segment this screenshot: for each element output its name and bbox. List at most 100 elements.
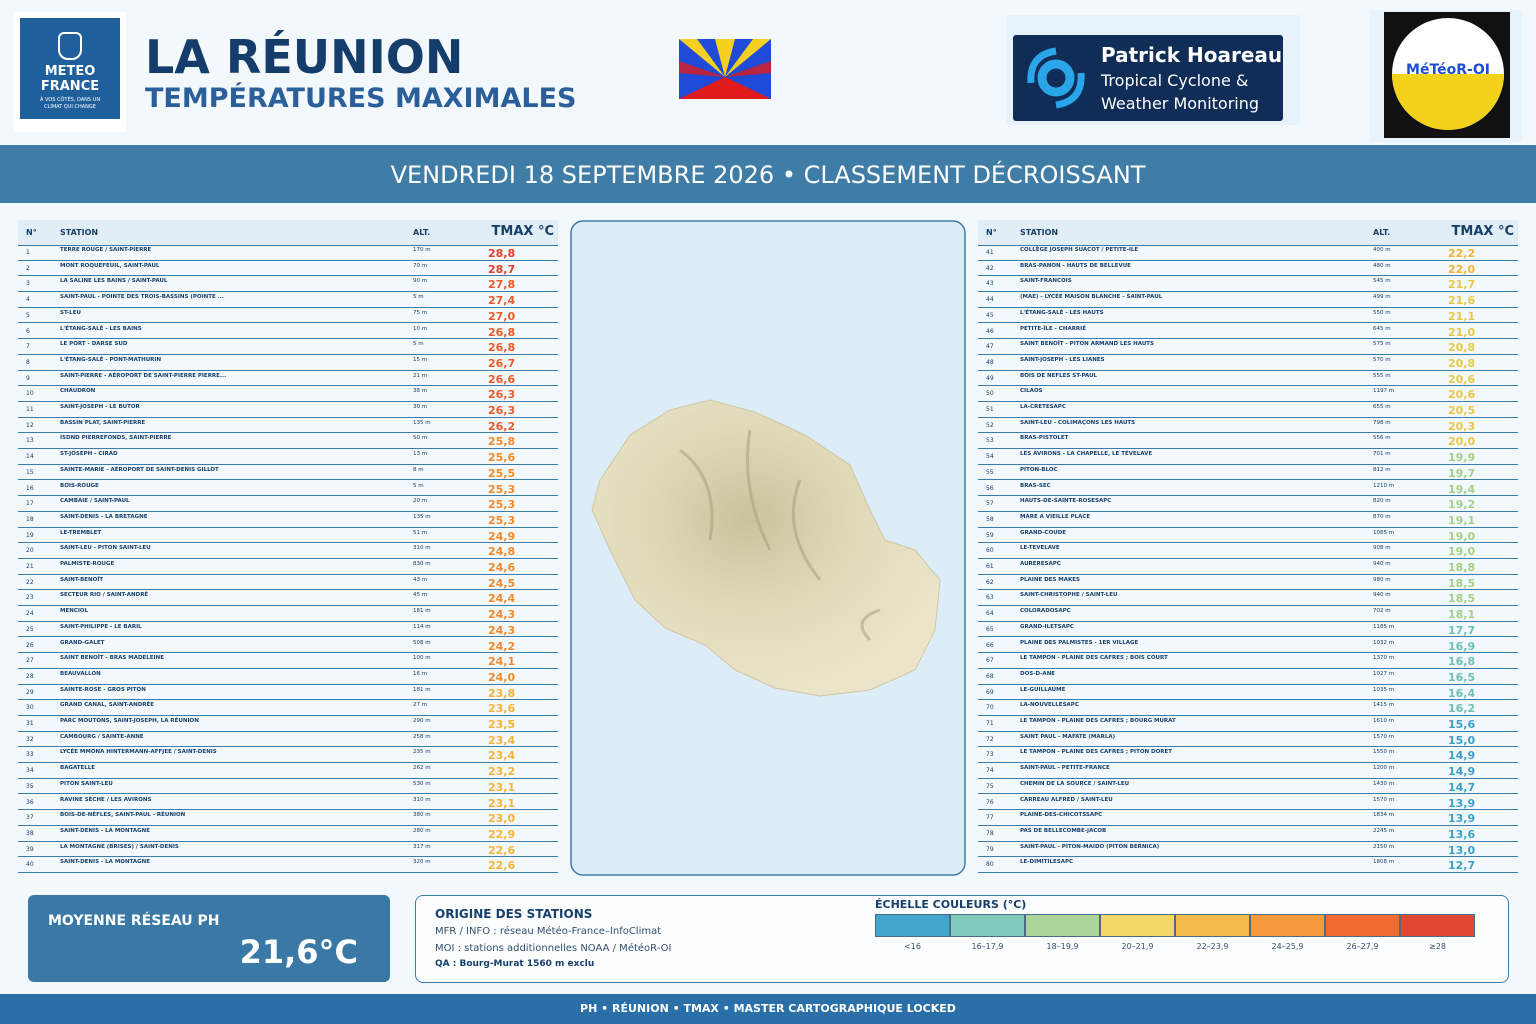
average-label: MOYENNE RÉSEAU PH: [48, 913, 220, 929]
tmax: 22,6: [488, 859, 516, 873]
table-row: [18, 418, 558, 434]
station-name: SAINT PAUL - MAFATE (MARLA): [1020, 733, 1116, 740]
tmax: 20,6: [1448, 372, 1476, 386]
table-row: [18, 371, 558, 387]
rank: 43: [986, 280, 994, 288]
altitude: 1210 m: [1373, 482, 1395, 489]
station-name: MARE A VIEILLE PLACE: [1020, 513, 1091, 520]
scale-swatch: [1400, 914, 1475, 937]
station-name: (MAE) - LYCÉE MAISON BLANCHE - SAINT-PAU…: [1020, 294, 1163, 301]
table-row: [18, 386, 558, 402]
column-header: TMAX °C: [491, 224, 554, 239]
rank: 72: [986, 735, 994, 743]
altitude: 940 m: [1373, 592, 1391, 599]
altitude: 310 m: [413, 545, 431, 552]
tmax: 15,0: [1448, 733, 1476, 747]
altitude: 1415 m: [1373, 702, 1395, 709]
table-row: [18, 779, 558, 795]
table-row: [978, 842, 1518, 858]
table-row: [18, 732, 558, 748]
altitude: 1185 m: [1373, 623, 1395, 630]
rank: 23: [26, 594, 34, 602]
table-row: [18, 402, 558, 418]
table-row: [978, 433, 1518, 450]
scale-title: ÉCHELLE COULEURS (°C): [875, 898, 1027, 911]
altitude: 812 m: [1373, 466, 1391, 473]
station-name: SAINT BENOÎT - BRAS MADELEINE: [60, 655, 164, 662]
tmax: 18,8: [1448, 561, 1476, 574]
tmax: 27,4: [488, 294, 516, 308]
station-name: LE-TEVELAVE: [1020, 545, 1060, 552]
rank: 57: [986, 500, 994, 508]
station-name: SAINT-PAUL - PETITE-FRANCE: [1020, 765, 1110, 772]
table-row: [18, 512, 558, 528]
altitude: 830 m: [413, 561, 431, 567]
table-row: [18, 324, 558, 340]
station-name: GRAND-COUDE: [1020, 529, 1067, 536]
tmax: 18,5: [1448, 576, 1476, 590]
tmax: 22,9: [488, 827, 516, 841]
tmax: 23,6: [488, 702, 516, 716]
station-name: SAINT-DENIS - LA MONTAGNE: [60, 859, 151, 866]
station-name: LE TAMPON - PLAINE DES CAFRES ; PITON DO…: [1020, 749, 1173, 756]
rank: 20: [26, 547, 34, 555]
table-row: [978, 826, 1518, 842]
rank: 8: [26, 358, 30, 366]
station-name: SAINT BENOÎT - PITON ARMAND LES HAUTS: [1020, 341, 1155, 348]
rank: 65: [986, 625, 994, 633]
altitude: 27 m: [413, 702, 428, 709]
rank: 63: [986, 594, 994, 602]
table-row: [978, 292, 1518, 308]
altitude: 940 m: [1373, 561, 1391, 567]
rank: 52: [986, 421, 994, 429]
rank: 26: [26, 641, 34, 649]
altitude: 1550 m: [1373, 749, 1395, 756]
tmax: 23,5: [488, 718, 516, 731]
rank: 39: [26, 845, 34, 853]
moi-name: MéTéoR-OI: [1406, 62, 1490, 78]
color-scale: <16 16–17,9 18–19,9 20–21,9 22–23,9 24–25,9 26…: [875, 914, 1475, 954]
origin-line: MOI : stations additionnelles NOAA / Mét…: [435, 943, 672, 954]
altitude: 320 m: [413, 859, 431, 866]
altitude: 870 m: [1373, 513, 1391, 520]
table-row: [18, 292, 558, 308]
tmax: 17,7: [1448, 623, 1476, 637]
table-row: [18, 308, 558, 324]
rank: 31: [26, 720, 34, 727]
rank: 61: [986, 563, 994, 570]
table-row: [978, 339, 1518, 355]
station-name: HAUTS-DE-SAINTE-ROSESAPC: [1020, 498, 1112, 505]
tmax: 26,3: [488, 404, 516, 417]
station-name: CAMBAIE / SAINT-PAUL: [60, 498, 130, 505]
rank: 24: [26, 610, 34, 618]
station-name: RAVINE SÈCHE / LES AVIRONS: [60, 796, 152, 803]
station-name: L'ÉTANG-SALÉ - LES HAUTS: [1020, 309, 1104, 316]
altitude: 10 m: [413, 325, 428, 332]
altitude: 170 m: [413, 247, 431, 253]
station-name: LA SALINE LES BAINS / SAINT-PAUL: [60, 278, 168, 285]
altitude: 645 m: [1373, 325, 1391, 332]
table-row: [978, 669, 1518, 685]
station-name: SAINT-PAUL - PITON-MAIDO (PITON BERNICA): [1020, 843, 1160, 850]
table-row: [18, 465, 558, 481]
logo-line1: METEO: [44, 64, 96, 79]
scale-swatch: [1025, 914, 1100, 937]
rank: 10: [26, 390, 34, 398]
rank: 45: [986, 311, 994, 319]
tmax: 23,8: [488, 686, 516, 700]
altitude: 1430 m: [1373, 780, 1395, 787]
scale-label: 16–17,9: [971, 942, 1004, 951]
tmax: 15,6: [1448, 718, 1476, 731]
tmax: 26,8: [488, 325, 516, 339]
table-row: [978, 449, 1518, 465]
table-row: [978, 324, 1518, 340]
rank: 68: [986, 672, 994, 680]
altitude: 45 m: [413, 592, 428, 599]
origin-title: ORIGINE DES STATIONS: [435, 907, 593, 921]
rank: 66: [986, 641, 994, 649]
title: LA RÉUNION: [145, 30, 464, 84]
altitude: 1570 m: [1373, 796, 1395, 803]
table-row: [978, 810, 1518, 826]
tmax: 25,3: [488, 482, 516, 496]
